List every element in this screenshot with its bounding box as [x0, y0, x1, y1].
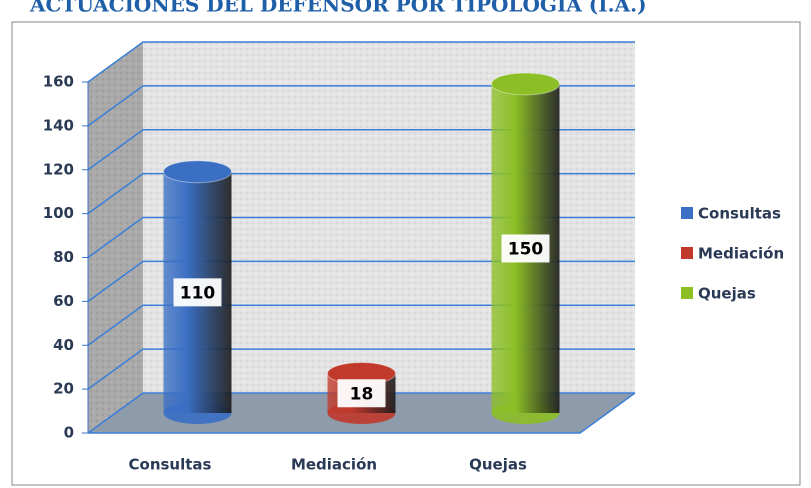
bar-top [491, 72, 560, 96]
grid-line [87, 85, 635, 127]
y-tick-label: 60 [53, 292, 74, 310]
data-label: 110 [180, 283, 216, 303]
x-tick-label: Quejas [469, 456, 527, 474]
y-tick-label: 140 [43, 116, 74, 134]
legend-label: Consultas [698, 205, 781, 223]
data-label: 18 [350, 384, 374, 404]
x-tick-label: Consultas [129, 456, 212, 474]
legend-label: Quejas [698, 285, 756, 303]
data-label: 150 [508, 239, 544, 259]
bar-top [163, 160, 232, 184]
chart-frame [11, 21, 801, 486]
legend-swatch [681, 247, 693, 259]
legend-swatch [681, 207, 693, 219]
x-tick-label: Mediación [291, 456, 377, 474]
y-tick-label: 100 [43, 204, 74, 222]
grid-line [87, 304, 635, 346]
grid-line [87, 260, 635, 302]
y-tick-label: 160 [43, 73, 74, 91]
grid-line [87, 216, 635, 259]
y-tick-label: 120 [43, 160, 74, 178]
y-tick-label: 80 [53, 248, 74, 266]
y-tick-label: 20 [53, 380, 74, 398]
data-label-box [173, 278, 222, 307]
legend-swatch [681, 287, 693, 299]
data-label-box [501, 234, 550, 263]
y-tick-label: 40 [53, 336, 74, 354]
floor-edge [88, 392, 636, 434]
grid-line [87, 172, 635, 215]
grid-line [87, 41, 635, 83]
legend-label: Mediación [698, 245, 784, 263]
grid-line [87, 129, 635, 171]
grid-line [87, 348, 635, 390]
grid-line [87, 392, 635, 434]
y-tick-label: 0 [64, 424, 74, 442]
chart-title: ACTUACIONES DEL DEFENSOR POR TIPOLOGÍA (… [29, 0, 647, 17]
data-label-box [337, 379, 386, 408]
